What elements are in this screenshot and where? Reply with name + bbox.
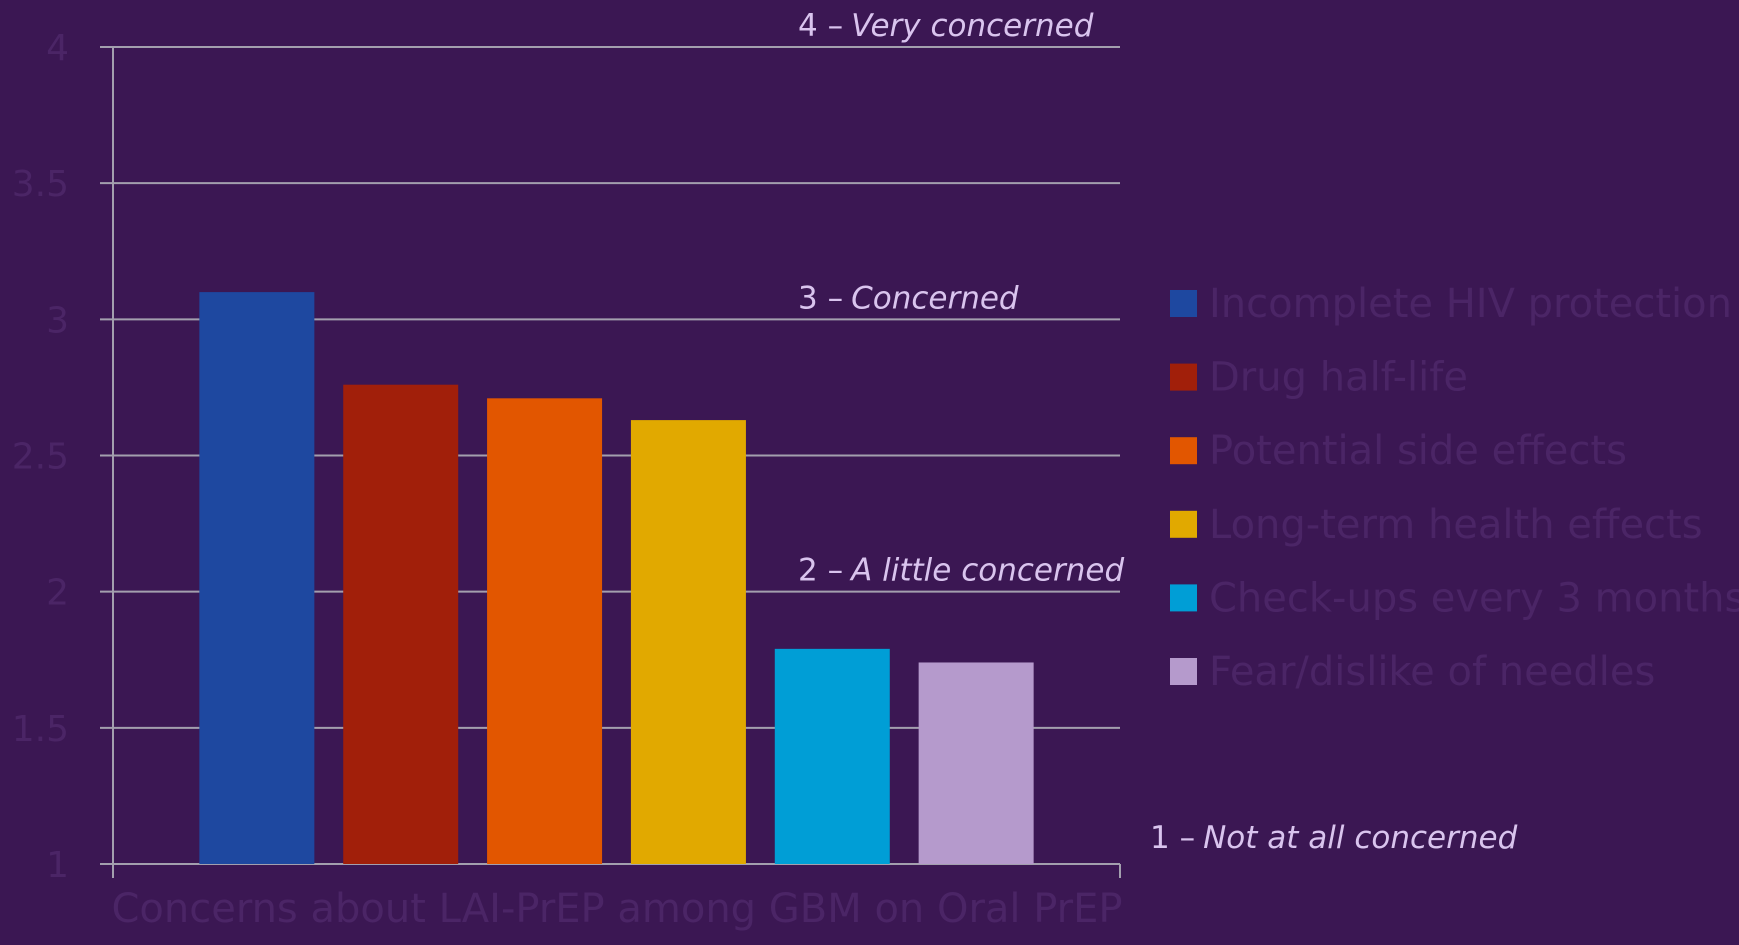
annotation: 2 – A little concerned [798, 553, 1124, 589]
bar [487, 398, 603, 864]
legend-label: Incomplete HIV protection [1209, 281, 1732, 327]
chart-title: Concerns about LAI-PrEP among GBM on Ora… [111, 886, 1122, 932]
y-tick-label: 4 [46, 28, 69, 69]
annotation-label: A little concerned [849, 553, 1124, 589]
annotation-label: Not at all concerned [1203, 820, 1517, 856]
bar [774, 648, 890, 864]
legend-label: Potential side effects [1209, 428, 1627, 474]
bar [918, 662, 1034, 864]
annotation-level: 3 – [798, 280, 843, 316]
bar [630, 420, 746, 864]
legend-swatch [1170, 363, 1197, 391]
annotation-level: 4 – [798, 8, 843, 44]
legend-swatch [1170, 437, 1197, 465]
legend-swatch [1170, 658, 1197, 685]
y-tick-label: 3.5 [12, 164, 69, 205]
y-tick-label: 1.5 [12, 709, 69, 750]
legend-label: Long-term health effects [1209, 502, 1703, 548]
legend-swatch [1170, 510, 1197, 538]
y-tick-label: 2.5 [12, 437, 69, 478]
y-tick-label: 2 [46, 573, 69, 614]
legend-label: Check-ups every 3 months [1209, 575, 1739, 621]
annotation: 1 – Not at all concerned [1150, 820, 1518, 856]
annotation-label: Very concerned [851, 8, 1094, 44]
y-tick-label: 3 [46, 300, 69, 341]
y-tick-label: 1 [46, 845, 69, 886]
bar [343, 384, 459, 864]
annotation-label: Concerned [851, 280, 1019, 316]
annotation-level: 1 – [1150, 820, 1195, 856]
bar [199, 292, 315, 865]
annotation-level: 2 – [798, 553, 843, 589]
legend-label: Drug half-life [1209, 355, 1468, 401]
legend-label: Fear/dislike of needles [1209, 649, 1655, 695]
annotation: 4 – Very concerned [798, 8, 1094, 44]
legend-swatch [1170, 290, 1197, 317]
annotation: 3 – Concerned [798, 280, 1019, 316]
legend-swatch [1170, 584, 1197, 612]
